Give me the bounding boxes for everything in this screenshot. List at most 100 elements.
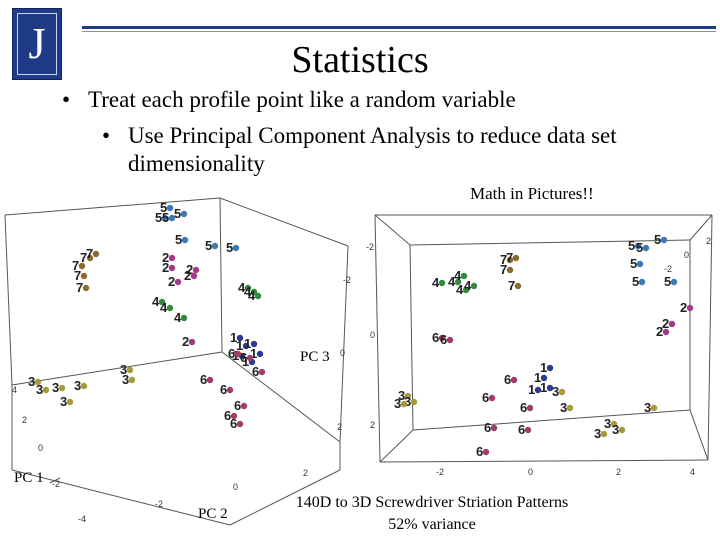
scatter-point-class-3	[58, 384, 66, 392]
left-tick-z-0: 0	[340, 348, 345, 358]
header-rule-thin	[82, 31, 716, 32]
point-label-class-5: 5	[226, 240, 233, 255]
scatter-point-class-1	[250, 340, 258, 348]
point-label-class-6: 6	[484, 420, 491, 435]
point-label-class-3: 3	[612, 422, 619, 437]
point-label-class-1: 1	[244, 336, 251, 351]
math-note: Math in Pictures!!	[470, 184, 594, 203]
scatter-point-class-4	[462, 286, 470, 294]
point-label-class-1: 1	[242, 354, 249, 369]
right-tick-y-0: 0	[370, 330, 375, 340]
point-label-class-5: 5	[664, 274, 671, 289]
point-label-class-5: 5	[636, 240, 643, 255]
scatter-point-class-2	[686, 304, 694, 312]
point-label-class-2: 2	[162, 260, 169, 275]
scatter-point-class-6	[488, 394, 496, 402]
point-label-class-1: 1	[534, 370, 541, 385]
axis-label-pc1: PC 1	[14, 470, 44, 486]
scatter-point-class-6	[246, 354, 254, 362]
scatter-point-class-3	[128, 376, 136, 384]
scatter-point-class-3	[404, 392, 412, 400]
point-label-class-7: 7	[506, 250, 513, 265]
point-label-class-1: 1	[528, 382, 535, 397]
scatter-point-class-5	[638, 278, 646, 286]
scatter-point-class-5	[181, 236, 189, 244]
point-label-class-3: 3	[398, 388, 405, 403]
scatter-point-class-4	[460, 272, 468, 280]
figure-caption: 140D to 3D Screwdriver Striation Pattern…	[272, 492, 592, 536]
scatter-point-class-1	[236, 334, 244, 342]
bullet-2-text-line1: Use Principal Component Analysis to redu…	[128, 123, 617, 148]
logo-letter: J	[28, 19, 46, 68]
right-tick-x-4: 4	[690, 467, 695, 477]
axis-label-pc2: PC 2	[198, 506, 228, 522]
point-label-class-1: 1	[540, 360, 547, 375]
point-label-class-1: 1	[230, 330, 237, 345]
point-label-class-3: 3	[122, 372, 129, 387]
point-label-class-4: 4	[454, 268, 462, 283]
point-label-class-7: 7	[80, 250, 87, 265]
scatter-point-class-3	[650, 404, 658, 412]
right-tick-z-2: 2	[706, 236, 711, 246]
caption-line-1: 140D to 3D Screwdriver Striation Pattern…	[295, 494, 569, 511]
point-label-class-3: 3	[404, 394, 411, 409]
point-label-class-3: 3	[52, 380, 59, 395]
scatter-point-class-5	[670, 278, 678, 286]
bullet-2-mark: •	[102, 123, 111, 148]
point-label-class-3: 3	[644, 400, 651, 415]
point-label-class-4: 4	[248, 288, 256, 303]
scatter-point-class-3	[80, 382, 88, 390]
point-label-class-1: 1	[540, 380, 547, 395]
logo-frame	[17, 13, 57, 75]
point-label-class-6: 6	[504, 372, 511, 387]
left-tick-x-neg2: -2	[155, 499, 163, 509]
point-label-class-5: 5	[155, 210, 162, 225]
scatter-point-class-6	[490, 424, 498, 432]
scatter-point-class-6	[230, 412, 238, 420]
left-plot: 4 2 0 -2 -4 -2 0 2 -2 0 2 PC 1 PC 2 PC 3…	[4, 197, 351, 526]
left-tick-z-2: 2	[337, 422, 342, 432]
scatter-point-class-2	[168, 264, 176, 272]
scatter-point-class-1	[546, 364, 554, 372]
right-tick-z-0: 0	[684, 250, 689, 260]
point-label-class-4: 4	[160, 300, 168, 315]
point-label-class-6: 6	[252, 364, 259, 379]
point-label-class-6: 6	[482, 390, 489, 405]
scatter-point-class-6	[510, 376, 518, 384]
point-label-class-6: 6	[228, 346, 235, 361]
scatter-point-class-3	[66, 398, 74, 406]
point-label-class-2: 2	[162, 250, 169, 265]
point-label-class-5: 5	[628, 238, 635, 253]
scatter-point-class-3	[126, 366, 134, 374]
point-label-class-4: 4	[152, 294, 160, 309]
right-tick-x-2: 2	[616, 467, 621, 477]
scatter-point-class-3	[34, 378, 42, 386]
scatter-point-class-5	[660, 236, 668, 244]
scatter-point-class-2	[192, 266, 200, 274]
scatter-point-class-7	[82, 284, 90, 292]
header-rule	[82, 26, 716, 29]
point-label-class-1: 1	[236, 338, 243, 353]
point-label-class-4: 4	[174, 310, 182, 325]
scatter-point-class-4	[250, 288, 258, 296]
left-tick-x-2: 2	[303, 468, 308, 478]
point-label-class-3: 3	[120, 362, 127, 377]
bullet-1: • Treat each profile point like a random …	[62, 86, 516, 114]
point-label-class-3: 3	[36, 382, 43, 397]
scatter-point-class-3	[42, 386, 50, 394]
scatter-point-class-1	[534, 386, 542, 394]
scatter-point-class-6	[446, 336, 454, 344]
left-tick-y-0: 0	[38, 443, 43, 453]
scatter-point-class-5	[634, 242, 642, 250]
point-label-class-1: 1	[250, 346, 257, 361]
point-label-class-5: 5	[654, 232, 661, 247]
point-label-class-3: 3	[394, 396, 401, 411]
scatter-point-class-3	[558, 388, 566, 396]
point-label-class-3: 3	[74, 378, 81, 393]
right-tick-y-2: 2	[370, 420, 375, 430]
scatter-point-class-5	[642, 244, 650, 252]
scatter-point-class-3	[610, 420, 618, 428]
scatter-point-class-6	[482, 448, 490, 456]
scatter-point-class-7	[78, 262, 86, 270]
